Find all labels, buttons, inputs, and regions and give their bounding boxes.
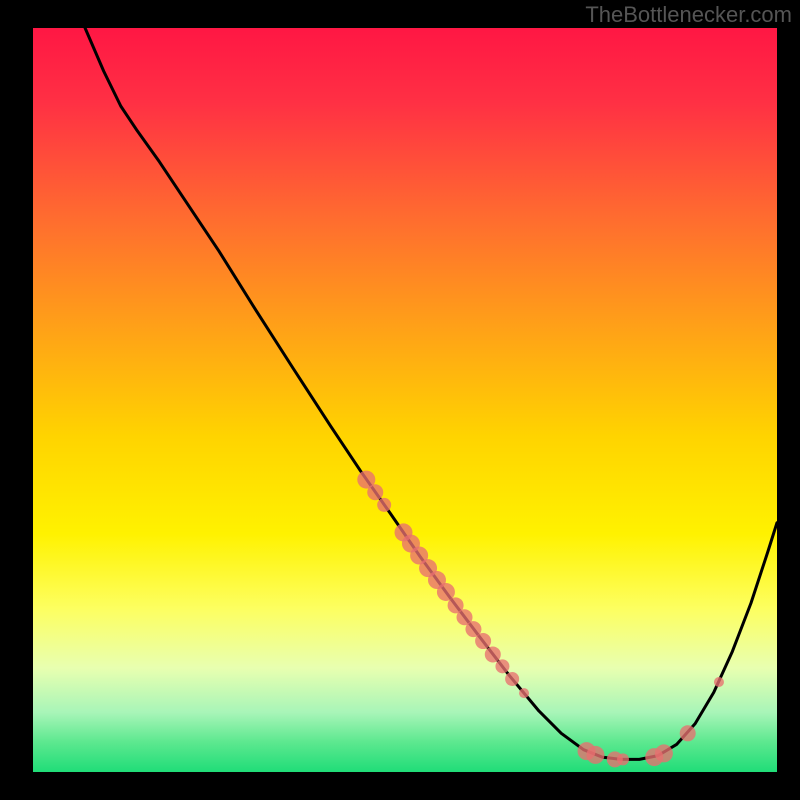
watermark-text: TheBottlenecker.com — [585, 2, 792, 28]
data-marker — [485, 646, 501, 662]
data-marker — [586, 746, 604, 764]
data-marker — [367, 484, 383, 500]
data-marker — [475, 633, 491, 649]
data-marker — [680, 725, 696, 741]
data-marker — [495, 659, 509, 673]
data-marker — [617, 753, 629, 765]
data-markers — [357, 471, 724, 768]
plot-area — [33, 28, 777, 772]
bottleneck-curve — [85, 28, 777, 759]
chart-container: TheBottlenecker.com — [0, 0, 800, 800]
data-marker — [714, 677, 724, 687]
data-marker — [505, 672, 519, 686]
data-marker — [377, 498, 391, 512]
data-marker — [519, 688, 529, 698]
curve-overlay — [33, 28, 777, 772]
data-marker — [655, 744, 673, 762]
